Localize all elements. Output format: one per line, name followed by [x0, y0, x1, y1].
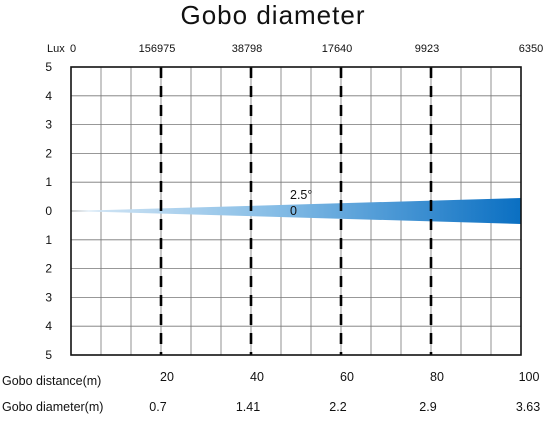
lux-tick-labels: 0 156975 38798 17640 9923 6350 [70, 43, 543, 55]
gobo-diameter-value: 3.63 [516, 400, 540, 414]
gobo-diameter-value: 2.9 [419, 400, 436, 414]
lux-axis-label: Lux [47, 43, 65, 55]
gobo-diameter-value: 2.2 [329, 400, 346, 414]
y-tick-labels: 5 4 3 2 1 0 1 2 3 4 5 [45, 60, 52, 362]
lux-tick-label: 17640 [322, 43, 353, 55]
lux-tick-label: 9923 [415, 43, 439, 55]
y-tick-label: 2 [45, 262, 52, 276]
y-tick-label: 5 [45, 348, 52, 362]
gobo-distance-value: 40 [250, 370, 264, 384]
y-tick-label: 1 [45, 233, 52, 247]
y-tick-label: 3 [45, 118, 52, 132]
plot-frame [70, 66, 522, 356]
y-tick-label: 4 [45, 319, 52, 333]
distance-markers [159, 67, 433, 355]
gobo-distance-value: 80 [430, 370, 444, 384]
y-tick-label: 5 [45, 60, 52, 74]
y-tick-label: 0 [45, 204, 52, 218]
gobo-diameter-values: 0.7 1.41 2.2 2.9 3.63 [149, 400, 540, 414]
beam-cone [71, 198, 521, 224]
beam-zero-label: 0 [290, 204, 297, 218]
gobo-distance-value: 60 [340, 370, 354, 384]
beam-angle-label: 2.5° [290, 188, 312, 202]
y-tick-label: 3 [45, 290, 52, 304]
chart-title: Gobo diameter [181, 0, 366, 30]
gobo-distance-value: 20 [160, 370, 174, 384]
beam-layer [71, 198, 521, 224]
lux-tick-label: 156975 [139, 43, 176, 55]
gobo-diameter-value: 1.41 [236, 400, 260, 414]
lux-tick-label: 0 [70, 43, 76, 55]
gobo-diameter-label: Gobo diameter(m) [2, 400, 103, 414]
gobo-diameter-value: 0.7 [149, 400, 166, 414]
y-tick-label: 4 [45, 89, 52, 103]
lux-tick-label: 6350 [519, 43, 543, 55]
lux-tick-label: 38798 [232, 43, 263, 55]
gobo-distance-label: Gobo distance(m) [2, 374, 101, 388]
gobo-distance-values: 20 40 60 80 100 [160, 370, 539, 384]
gobo-distance-value: 100 [519, 370, 540, 384]
y-tick-label: 1 [45, 175, 52, 189]
y-tick-label: 2 [45, 146, 52, 160]
